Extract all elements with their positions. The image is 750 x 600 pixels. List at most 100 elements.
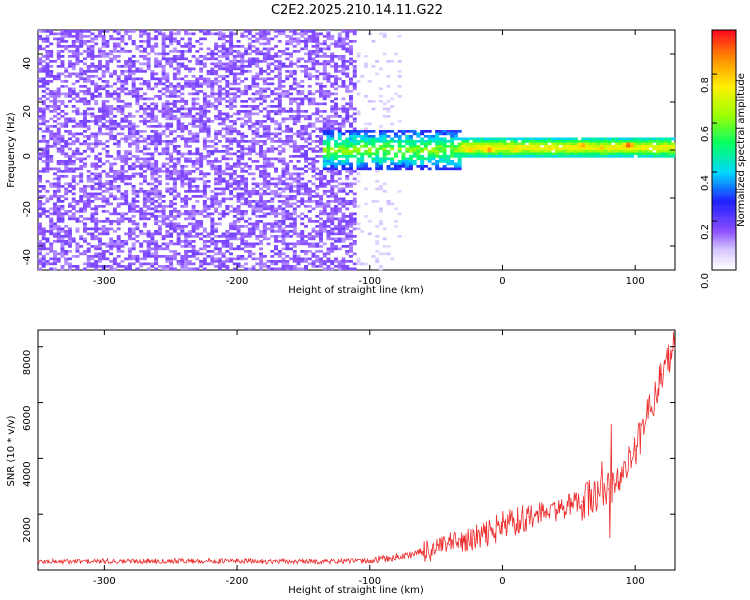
heatmap-cell — [146, 182, 151, 186]
heatmap-cell — [296, 112, 301, 116]
heatmap-cell — [330, 232, 335, 236]
heatmap-cell — [277, 30, 282, 33]
heatmap-cell — [45, 157, 50, 161]
heatmap-cell — [356, 257, 361, 261]
heatmap-cell — [315, 250, 320, 253]
heatmap-cell — [266, 147, 271, 151]
heatmap-cell — [408, 162, 413, 166]
heatmap-cell — [75, 47, 80, 51]
heatmap-cell — [236, 142, 241, 146]
heatmap-cell — [363, 65, 368, 68]
heatmap-cell — [349, 152, 353, 156]
heatmap-cell — [337, 32, 342, 36]
heatmap-cell — [311, 220, 316, 223]
heatmap-cell — [375, 140, 380, 143]
heatmap-cell — [157, 192, 162, 196]
heatmap-cell — [337, 200, 342, 203]
heatmap-cell — [345, 35, 350, 38]
heatmap-cell — [45, 92, 50, 96]
heatmap-cell — [146, 115, 151, 118]
heatmap-cell — [146, 242, 151, 246]
heatmap-cell — [442, 152, 447, 156]
heatmap-cell — [450, 155, 455, 158]
heatmap-cell — [202, 147, 207, 151]
heatmap-cell — [304, 65, 308, 68]
heatmap-cell — [285, 260, 290, 263]
heatmap-cell — [311, 35, 316, 38]
heatmap-cell — [229, 37, 234, 41]
heatmap-cell — [229, 102, 234, 106]
heatmap-cell — [97, 175, 102, 178]
heatmap-cell — [274, 177, 279, 181]
heatmap-cell — [109, 75, 114, 78]
heatmap-cell — [319, 180, 323, 183]
heatmap-cell — [300, 167, 305, 171]
heatmap-cell — [97, 182, 102, 186]
heatmap-cell — [341, 225, 346, 228]
heatmap-cell — [94, 197, 99, 201]
heatmap-cell — [210, 102, 215, 106]
heatmap-cell — [349, 250, 353, 253]
heatmap-cell — [135, 87, 140, 91]
heatmap-cell — [341, 62, 346, 66]
heatmap-cell — [206, 152, 211, 156]
heatmap-cell — [202, 32, 207, 36]
heatmap-cell — [408, 165, 413, 168]
heatmap-cell — [169, 130, 174, 133]
heatmap-cell — [266, 47, 271, 51]
heatmap-cell — [191, 230, 196, 233]
heatmap-cell — [349, 122, 353, 126]
heatmap-cell — [116, 37, 121, 41]
heatmap-cell — [244, 122, 249, 126]
heatmap-cell — [131, 95, 136, 98]
heatmap-cell — [199, 247, 204, 251]
heatmap-cell — [97, 50, 102, 53]
heatmap-cell — [217, 235, 222, 238]
heatmap-cell — [52, 37, 57, 41]
heatmap-cell — [259, 90, 264, 93]
heatmap-cell — [90, 220, 95, 223]
heatmap-cell — [420, 167, 425, 171]
heatmap-cell — [225, 80, 230, 83]
heatmap-cell — [184, 107, 189, 111]
heatmap-cell — [457, 152, 462, 156]
heatmap-cell — [300, 40, 305, 43]
heatmap-cell — [311, 92, 316, 96]
heatmap-cell — [386, 107, 391, 111]
heatmap-cell — [408, 167, 413, 171]
heatmap-cell — [255, 92, 260, 96]
heatmap-cell — [277, 70, 282, 73]
heatmap-cell — [386, 152, 391, 156]
heatmap-cell — [116, 75, 121, 78]
heatmap-cell — [109, 165, 114, 168]
heatmap-cell — [427, 142, 432, 146]
heatmap-cell — [210, 160, 215, 163]
heatmap-cell — [356, 160, 361, 163]
heatmap-cell — [352, 70, 357, 73]
heatmap-cell — [49, 242, 54, 246]
heatmap-cell — [337, 142, 342, 146]
heatmap-cell — [150, 137, 155, 141]
heatmap-cell — [60, 65, 65, 68]
heatmap-cell — [259, 140, 264, 143]
heatmap-cell — [180, 92, 185, 96]
heatmap-cell — [334, 162, 338, 166]
heatmap-cell — [292, 210, 297, 213]
heatmap-cell — [360, 155, 365, 158]
heatmap-cell — [210, 205, 215, 208]
heatmap-cell — [165, 102, 170, 106]
heatmap-cell — [285, 35, 290, 38]
heatmap-cell — [322, 52, 327, 56]
heatmap-cell — [476, 147, 481, 151]
heatmap-cell — [240, 192, 245, 196]
heatmap-cell — [139, 140, 144, 143]
heatmap-cell — [229, 140, 234, 143]
heatmap-cell — [240, 147, 245, 151]
heatmap-cell — [322, 255, 327, 258]
heatmap-cell — [49, 155, 54, 158]
heatmap-cell — [71, 45, 76, 48]
heatmap-cell — [169, 95, 174, 98]
heatmap-cell — [259, 97, 264, 101]
heatmap-cell — [307, 37, 312, 41]
heatmap-cell — [412, 155, 417, 158]
